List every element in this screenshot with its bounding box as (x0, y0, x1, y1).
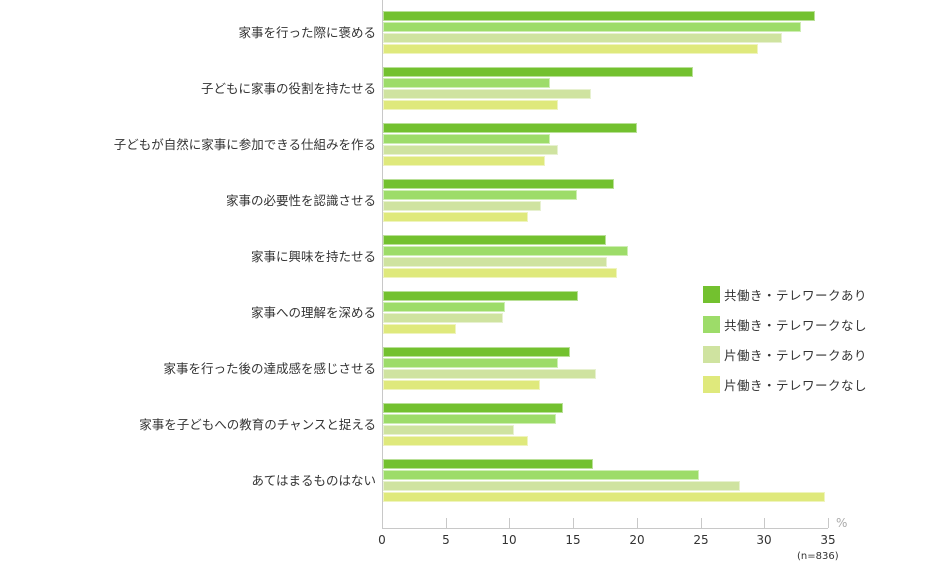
legend-label: 片働き・テレワークあり (724, 347, 868, 363)
category-label: 家事に興味を持たせる (250, 249, 376, 264)
sample-size-note: (n=836) (797, 551, 839, 562)
bar (383, 235, 606, 245)
legend-item: 共働き・テレワークなし (703, 314, 867, 334)
bar (383, 369, 596, 379)
category-label: 家事を行った際に褒める (238, 25, 376, 40)
legend-label: 共働き・テレワークあり (724, 287, 868, 303)
bar (383, 212, 528, 222)
legend-item: 片働き・テレワークなし (703, 374, 867, 394)
x-tick-label: 35 (820, 533, 836, 547)
bar (383, 33, 782, 43)
category-label: 家事を子どもへの教育のチャンスと捉える (139, 417, 376, 432)
x-tick-label: 10 (501, 533, 517, 547)
bar (383, 22, 801, 32)
bar (383, 470, 699, 480)
bar (383, 246, 628, 256)
bar (383, 179, 614, 189)
bar (383, 156, 545, 166)
x-tick (701, 518, 702, 528)
category-label: 子どもに家事の役割を持たせる (200, 81, 376, 96)
x-tick (573, 518, 574, 528)
legend-item: 片働き・テレワークあり (703, 344, 867, 364)
x-tick-label: 15 (565, 533, 581, 547)
bar (383, 380, 540, 390)
legend-swatch-icon (703, 315, 720, 333)
bar (383, 492, 825, 502)
bar (383, 358, 558, 368)
category-label: 子どもが自然に家事に参加できる仕組みを作る (113, 137, 376, 152)
bar (383, 123, 637, 133)
x-tick-label: 25 (693, 533, 709, 547)
bar (383, 67, 693, 77)
bar (383, 414, 556, 424)
bar (383, 201, 541, 211)
legend-swatch-icon (703, 345, 720, 363)
bar (383, 11, 815, 21)
bar (383, 459, 593, 469)
bar (383, 268, 617, 278)
bar (383, 44, 758, 54)
y-axis-line (382, 0, 383, 528)
category-label: 家事の必要性を認識させる (225, 193, 376, 208)
bar (383, 257, 607, 267)
x-tick-label: 20 (629, 533, 645, 547)
bar (383, 145, 558, 155)
bar (383, 291, 578, 301)
legend-label: 共働き・テレワークなし (724, 317, 868, 333)
bar (383, 403, 563, 413)
bar (383, 190, 577, 200)
x-tick (828, 518, 829, 528)
category-label: あてはまるものはない (251, 473, 376, 488)
bar (383, 347, 570, 357)
x-tick (637, 518, 638, 528)
legend-item: 共働き・テレワークあり (703, 284, 867, 304)
bar (383, 425, 514, 435)
bar (383, 302, 505, 312)
bar (383, 89, 591, 99)
bar (383, 313, 503, 323)
bar (383, 481, 740, 491)
legend-swatch-icon (703, 285, 720, 303)
x-tick (509, 518, 510, 528)
category-label: 家事を行った後の達成感を感じさせる (163, 361, 376, 376)
bar (383, 436, 528, 446)
x-tick-label: 30 (756, 533, 772, 547)
legend-swatch-icon (703, 375, 720, 393)
axis-unit-label: % (836, 516, 848, 530)
category-label: 家事への理解を深める (250, 305, 376, 320)
bar (383, 100, 558, 110)
bar (383, 78, 550, 88)
x-tick (446, 518, 447, 528)
x-tick (764, 518, 765, 528)
bar (383, 134, 550, 144)
bar (383, 324, 456, 334)
legend: 共働き・テレワークあり 共働き・テレワークなし 片働き・テレワークあり 片働き・テレワ… (703, 284, 867, 404)
x-tick-label: 0 (378, 533, 386, 547)
x-tick-label: 5 (442, 533, 450, 547)
legend-label: 片働き・テレワークなし (724, 377, 868, 393)
x-axis-line (382, 528, 828, 529)
